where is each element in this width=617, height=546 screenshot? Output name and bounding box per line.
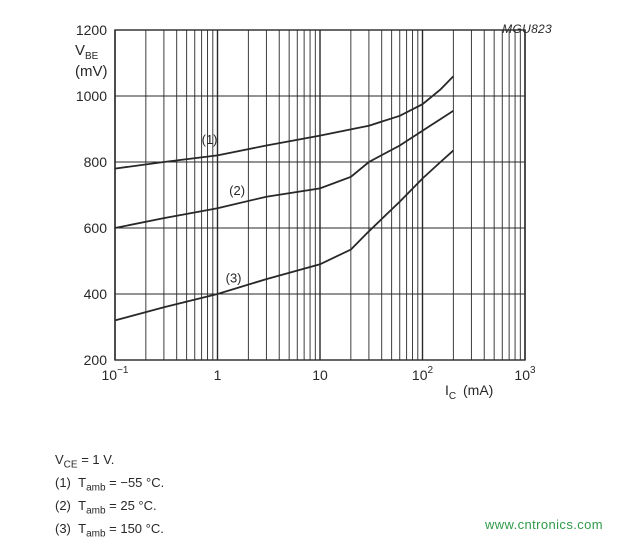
legend-block: VCE = 1 V. (1) Tamb = −55 °C.(2) Tamb = …	[55, 450, 164, 542]
svg-text:200: 200	[84, 352, 108, 368]
legend-row: (3) Tamb = 150 °C.	[55, 519, 164, 542]
svg-text:600: 600	[84, 220, 108, 236]
watermark-text: www.cntronics.com	[485, 517, 603, 532]
svg-text:10−1: 10−1	[102, 365, 129, 383]
svg-text:(3): (3)	[226, 270, 242, 285]
legend-row: (1) Tamb = −55 °C.	[55, 473, 164, 496]
chart-svg: 200 400 600 800 1000 1200 10−1 1 10 102 103 (1) (2) (…	[55, 20, 535, 415]
x-axis-title: IC (mA)	[445, 382, 493, 402]
svg-text:1200: 1200	[76, 22, 107, 38]
svg-text:10: 10	[312, 367, 328, 383]
svg-text:(2): (2)	[229, 183, 245, 198]
legend-row: (2) Tamb = 25 °C.	[55, 496, 164, 519]
svg-text:102: 102	[412, 365, 434, 383]
svg-text:(1): (1)	[202, 132, 218, 147]
svg-text:1000: 1000	[76, 88, 107, 104]
svg-text:103: 103	[514, 365, 535, 383]
legend-vce: VCE = 1 V.	[55, 450, 164, 473]
svg-text:400: 400	[84, 286, 108, 302]
svg-text:800: 800	[84, 154, 108, 170]
vbe-ic-chart: 200 400 600 800 1000 1200 10−1 1 10 102 103 (1) (2) (…	[55, 20, 535, 415]
svg-text:1: 1	[214, 367, 222, 383]
